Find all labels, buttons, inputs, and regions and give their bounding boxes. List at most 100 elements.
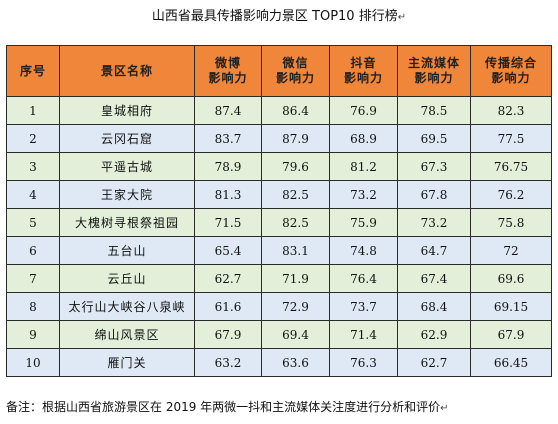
table-title: 山西省最具传播影响力景区 TOP10 排行榜↵ [0,9,558,26]
table-body: 1 皇城相府 87.4 86.4 76.9 78.5 82.3 2 云冈石窟 83.7 87.9 68… [6,96,552,377]
table-row: 2 云冈石窟 83.7 87.9 68.9 69.5 77.5 [6,124,552,153]
rank-cell: 6 [6,236,60,265]
rank-cell: 1 [6,96,60,125]
scenic-name-cell: 绵山风景区 [59,320,195,349]
score-cell: 74.8 [329,236,398,265]
score-cell: 83.7 [194,124,262,153]
column-header-line: 传播综合 [484,56,537,70]
score-cell: 67.8 [397,180,471,209]
rank-cell: 2 [6,124,60,153]
scenic-name-cell: 雁门关 [59,348,195,377]
score-cell: 63.6 [261,348,330,377]
score-cell: 76.3 [329,348,398,377]
score-cell: 67.4 [397,264,471,293]
score-cell: 87.4 [194,96,262,125]
column-header-line: 微信 [282,56,309,70]
scenic-name-cell: 五台山 [59,236,195,265]
score-cell: 75.8 [470,208,552,237]
score-cell: 78.5 [397,96,471,125]
score-cell: 76.2 [470,180,552,209]
column-header-line: 影响力 [491,71,531,85]
score-cell: 61.6 [194,292,262,321]
header-row: 序号 景区名称 微博 影响力 微信 影响力 抖音 影响力 主流媒体 影响力 传播综合 影响力 [6,45,552,97]
score-cell: 82.5 [261,180,330,209]
column-header-line: 影响力 [275,71,315,85]
scenic-name-cell: 太行山大峡谷八泉峡 [59,292,195,321]
scenic-name-cell: 云冈石窟 [59,124,195,153]
scenic-name-cell: 云丘山 [59,264,195,293]
column-header: 传播综合 影响力 [470,45,552,97]
rank-cell: 7 [6,264,60,293]
score-cell: 79.6 [261,152,330,181]
score-cell: 73.2 [397,208,471,237]
column-header: 景区名称 [59,45,195,97]
score-cell: 82.3 [470,96,552,125]
column-header-line: 微博 [214,56,241,70]
score-cell: 68.4 [397,292,471,321]
rank-cell: 10 [6,348,60,377]
column-header-line: 景区名称 [100,63,153,78]
table-row: 9 绵山风景区 67.9 69.4 71.4 62.9 67.9 [6,320,552,349]
column-header-line: 影响力 [208,71,248,85]
score-cell: 81.2 [329,152,398,181]
score-cell: 69.15 [470,292,552,321]
table-row: 1 皇城相府 87.4 86.4 76.9 78.5 82.3 [6,96,552,125]
score-cell: 87.9 [261,124,330,153]
column-header-line: 主流媒体 [407,56,460,70]
scenic-name-cell: 大槐树寻根祭祖园 [59,208,195,237]
score-cell: 69.6 [470,264,552,293]
title-text: 山西省最具传播影响力景区 TOP10 排行榜 [151,9,398,24]
score-cell: 71.9 [261,264,330,293]
score-cell: 71.4 [329,320,398,349]
score-cell: 76.4 [329,264,398,293]
rank-cell: 5 [6,208,60,237]
column-header: 微信 影响力 [261,45,330,97]
score-cell: 76.9 [329,96,398,125]
column-header: 序号 [6,45,60,97]
rank-cell: 8 [6,292,60,321]
table-row: 3 平遥古城 78.9 79.6 81.2 67.3 76.75 [6,152,552,181]
score-cell: 62.9 [397,320,471,349]
table-row: 8 太行山大峡谷八泉峡 61.6 72.9 73.7 68.4 69.15 [6,292,552,321]
score-cell: 66.45 [470,348,552,377]
score-cell: 72.9 [261,292,330,321]
rank-cell: 9 [6,320,60,349]
table-row: 7 云丘山 62.7 71.9 76.4 67.4 69.6 [6,264,552,293]
score-cell: 81.3 [194,180,262,209]
footnote-text: 备注：根据山西省旅游景区在 2019 年两微一抖和主流媒体关注度进行分析和评价 [6,400,441,414]
paragraph-mark-icon: ↵ [397,12,407,23]
table-row: 10 雁门关 63.2 63.6 76.3 62.7 66.45 [6,348,552,377]
column-header: 主流媒体 影响力 [397,45,471,97]
score-cell: 77.5 [470,124,552,153]
footnote: 备注：根据山西省旅游景区在 2019 年两微一抖和主流媒体关注度进行分析和评价↵ [6,399,449,417]
score-cell: 76.75 [470,152,552,181]
score-cell: 78.9 [194,152,262,181]
score-cell: 75.9 [329,208,398,237]
score-cell: 68.9 [329,124,398,153]
ranking-table: 序号 景区名称 微博 影响力 微信 影响力 抖音 影响力 主流媒体 影响力 传播综合 影响力 1 皇城相… [6,45,552,377]
column-header-line: 序号 [19,63,46,78]
column-header: 抖音 影响力 [329,45,398,97]
score-cell: 73.7 [329,292,398,321]
scenic-name-cell: 平遥古城 [59,152,195,181]
column-header-line: 抖音 [350,56,377,70]
score-cell: 67.9 [194,320,262,349]
table-row: 5 大槐树寻根祭祖园 71.5 82.5 75.9 73.2 75.8 [6,208,552,237]
score-cell: 71.5 [194,208,262,237]
score-cell: 67.9 [470,320,552,349]
score-cell: 86.4 [261,96,330,125]
score-cell: 67.3 [397,152,471,181]
rank-cell: 3 [6,152,60,181]
score-cell: 73.2 [329,180,398,209]
score-cell: 83.1 [261,236,330,265]
score-cell: 69.4 [261,320,330,349]
score-cell: 82.5 [261,208,330,237]
rank-cell: 4 [6,180,60,209]
table-row: 6 五台山 65.4 83.1 74.8 64.7 72 [6,236,552,265]
score-cell: 62.7 [194,264,262,293]
score-cell: 69.5 [397,124,471,153]
scenic-name-cell: 王家大院 [59,180,195,209]
score-cell: 65.4 [194,236,262,265]
scenic-name-cell: 皇城相府 [59,96,195,125]
score-cell: 72 [470,236,552,265]
